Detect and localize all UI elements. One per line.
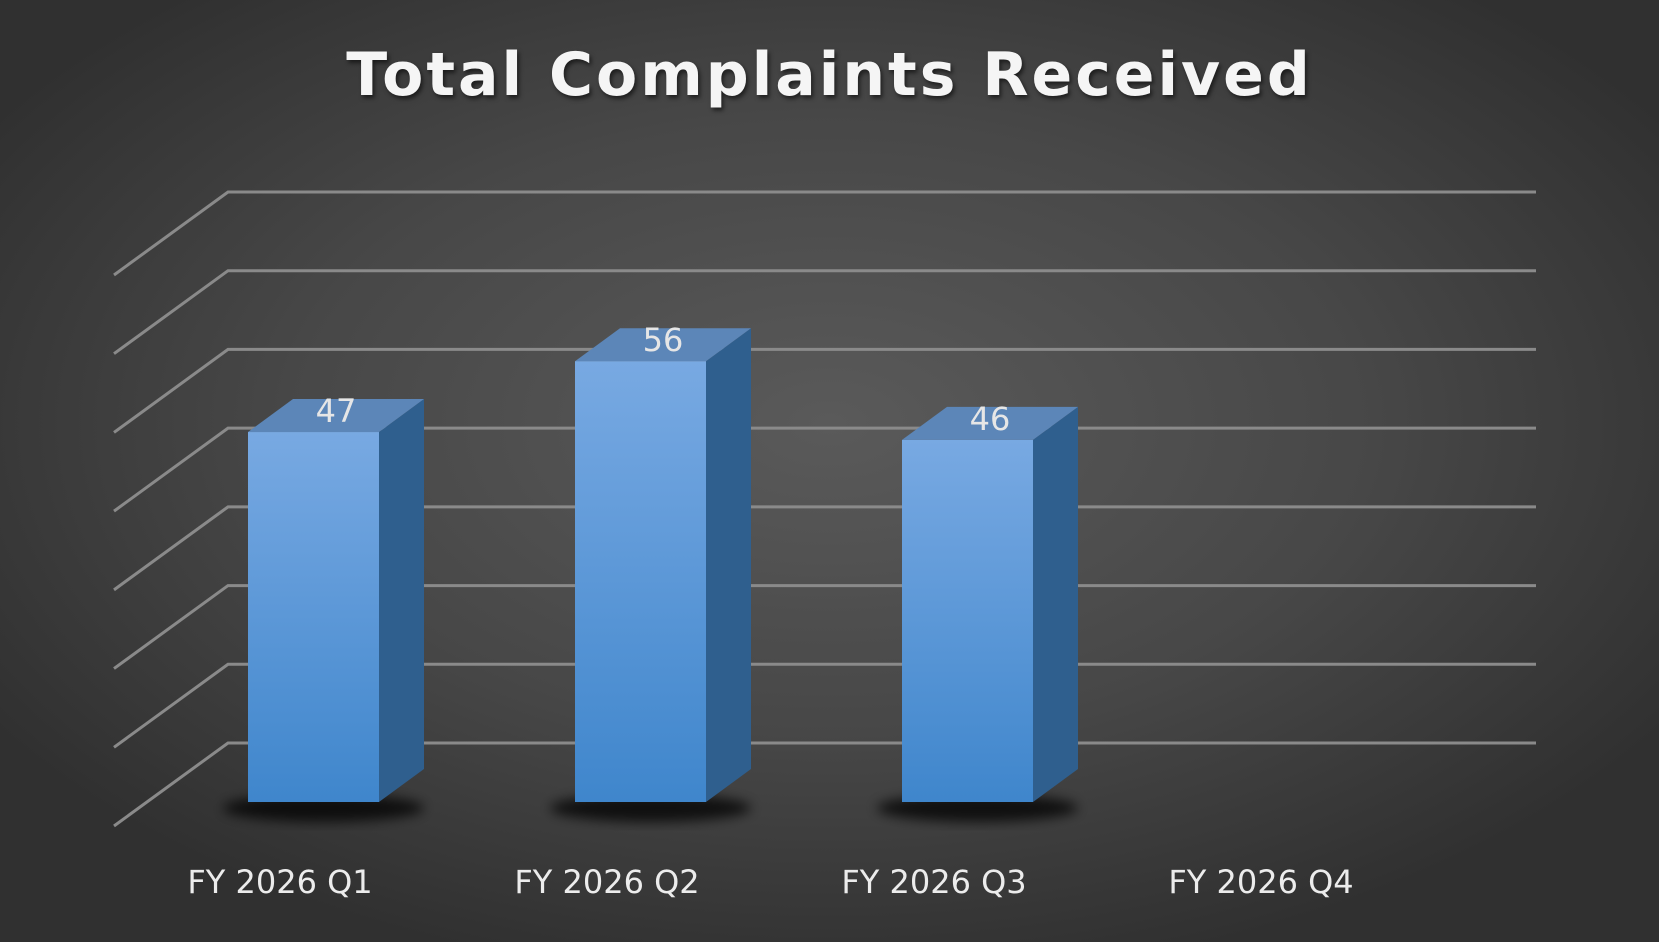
gridlines — [113, 190, 1536, 828]
bar — [902, 406, 1078, 802]
gridline-60 — [113, 269, 1536, 355]
gridline-70 — [113, 190, 1536, 277]
bars — [248, 328, 1078, 802]
bar — [575, 328, 751, 802]
bar-side-face — [706, 328, 751, 802]
bar-front-face — [575, 361, 706, 802]
bar-top-face — [902, 406, 1078, 440]
bar — [248, 399, 424, 802]
x-tick-label: FY 2026 Q3 — [841, 863, 1026, 901]
data-label: 46 — [970, 400, 1011, 438]
gridline-20 — [113, 584, 1536, 670]
bar-front-face — [248, 432, 379, 802]
data-label: 56 — [643, 321, 684, 359]
x-tick-label: FY 2026 Q4 — [1168, 863, 1353, 901]
bar-front-face — [902, 439, 1033, 802]
data-labels: 47 56 46 — [316, 321, 1011, 438]
gridline-50 — [113, 347, 1536, 434]
bar-top-face — [575, 328, 751, 362]
x-axis-ticks: FY 2026 Q1 FY 2026 Q2 FY 2026 Q3 FY 2026 Q4 — [187, 863, 1353, 901]
gridline-40 — [113, 426, 1536, 513]
chart-title: Total Complaints Received — [346, 40, 1313, 110]
bar-side-face — [379, 399, 424, 802]
data-label: 47 — [316, 392, 357, 430]
bar-side-face — [1033, 406, 1078, 802]
gridline-0 — [113, 741, 1536, 828]
bar-top-face — [248, 399, 424, 433]
x-tick-label: FY 2026 Q1 — [187, 863, 372, 901]
x-tick-label: FY 2026 Q2 — [514, 863, 699, 901]
gridline-10 — [113, 662, 1536, 749]
gridline-30 — [113, 505, 1536, 592]
